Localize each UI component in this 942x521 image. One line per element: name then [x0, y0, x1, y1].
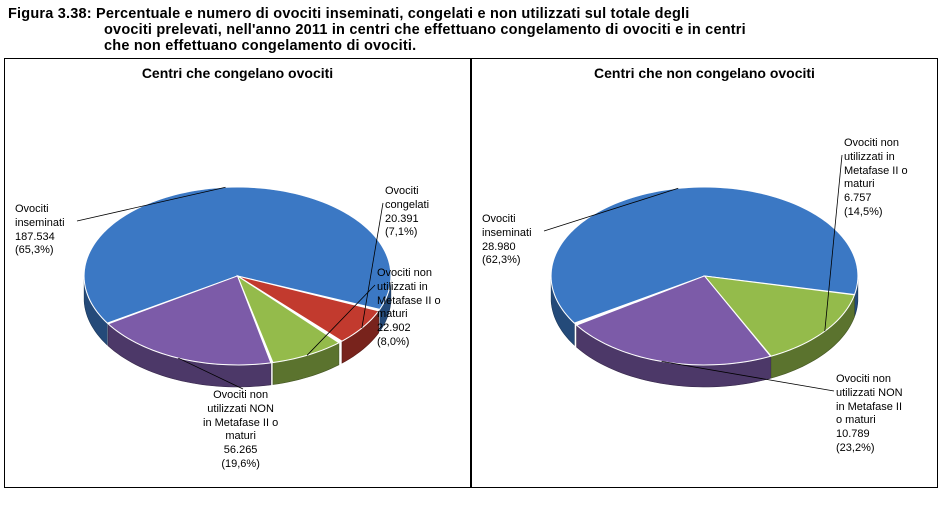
caption-line1: Percentuale e numero di ovociti insemina…: [96, 6, 689, 22]
panel-left-title: Centri che congelano ovociti: [5, 59, 470, 83]
panel-right-title: Centri che non congelano ovociti: [472, 59, 937, 83]
slice-label-non_util_mii: Ovociti non utilizzati in Metafase II o …: [844, 137, 908, 220]
slice-label-non_util_non_mii: Ovociti non utilizzati NON in Metafase I…: [203, 389, 278, 472]
slice-label-non_util_mii: Ovociti non utilizzati in Metafase II o …: [377, 267, 441, 350]
caption-prefix: Figura 3.38:: [8, 6, 96, 22]
pie-right: Ovociti inseminati 28.980 (62,3%) Ovociti…: [472, 83, 937, 485]
panels-row: Centri che congelano ovociti Ovociti ins…: [0, 58, 942, 488]
slice-label-congelati: Ovociti congelati 20.391 (7,1%): [385, 185, 429, 240]
slice-label-inseminati: Ovociti inseminati 187.534 (65,3%): [15, 203, 65, 258]
pie-left: Ovociti inseminati 187.534 (65,3%) Ovocit…: [5, 83, 470, 485]
caption-line3: che non effettuano congelamento di ovoci…: [8, 38, 934, 54]
figure-caption: Figura 3.38: Percentuale e numero di ovo…: [0, 0, 942, 58]
panel-left: Centri che congelano ovociti Ovociti ins…: [4, 58, 471, 488]
slice-label-non_util_non_mii: Ovociti non utilizzati NON in Metafase I…: [836, 373, 903, 456]
slice-label-inseminati: Ovociti inseminati 28.980 (62,3%): [482, 213, 532, 268]
caption-line2: ovociti prelevati, nell'anno 2011 in cen…: [8, 22, 934, 38]
panel-right: Centri che non congelano ovociti Ovociti…: [471, 58, 938, 488]
figure-3-38: { "caption": { "prefix": "Figura 3.38: "…: [0, 0, 942, 521]
